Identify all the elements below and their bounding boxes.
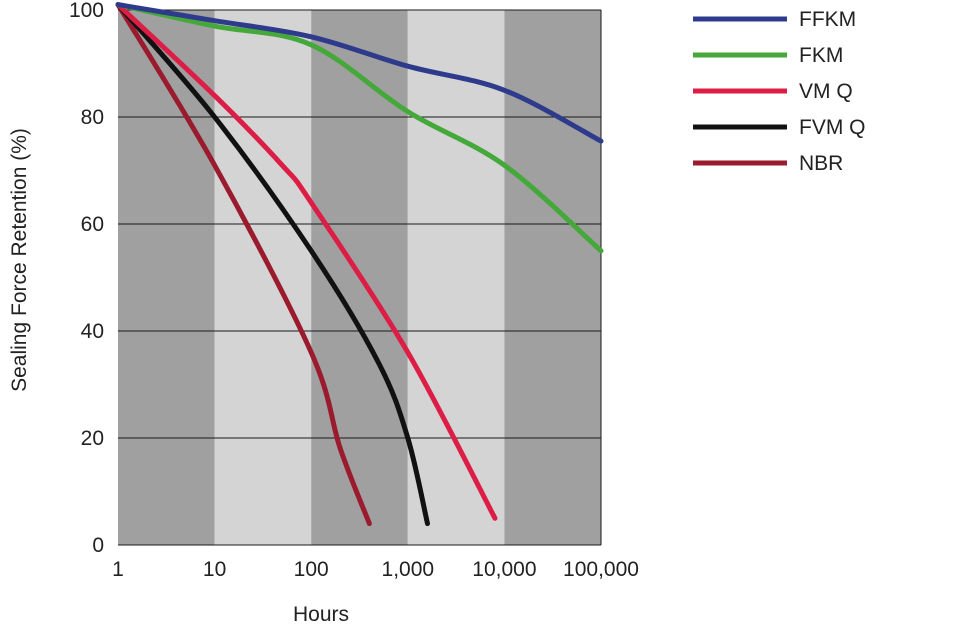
y-tick-label: 20 — [81, 427, 104, 450]
y-tick-label: 0 — [92, 534, 104, 557]
series-line-nbr — [115, 2, 372, 527]
series-line-fvm-q — [115, 2, 430, 527]
x-tick-label: 1,000 — [382, 558, 435, 581]
legend-label: FFKM — [799, 8, 856, 31]
series-lines — [115, 2, 604, 527]
x-axis-ticks: 1 10 100 1,000 10,000 100,000 — [112, 558, 639, 581]
background-band — [504, 10, 601, 545]
y-tick-label: 100 — [69, 0, 104, 22]
series-line-ffkm — [115, 2, 604, 144]
x-tick-label: 1 — [112, 558, 124, 581]
y-axis-title: Sealing Force Retention (%) — [8, 128, 31, 392]
series-line-vm-q — [115, 2, 498, 521]
background-band — [214, 10, 312, 545]
series-line-fkm — [115, 2, 604, 254]
legend-label: FVM Q — [799, 116, 866, 139]
y-tick-label: 80 — [81, 106, 104, 129]
legend-label: VM Q — [799, 80, 853, 103]
legend-label: FKM — [799, 44, 843, 67]
legend-label: NBR — [799, 152, 843, 175]
x-axis-title: Hours — [293, 603, 349, 626]
x-tick-label: 100,000 — [563, 558, 639, 581]
x-tick-label: 100 — [294, 558, 329, 581]
legend: FFKM FKM VM Q FVM Q NBR — [693, 8, 866, 175]
y-tick-label: 60 — [81, 213, 104, 236]
x-tick-label: 10 — [203, 558, 226, 581]
x-tick-label: 10,000 — [472, 558, 536, 581]
y-tick-label: 40 — [81, 320, 104, 343]
background-bands — [118, 10, 601, 545]
y-axis-ticks: 0 20 40 60 80 100 — [69, 0, 104, 557]
background-band — [407, 10, 505, 545]
background-band — [118, 10, 215, 545]
